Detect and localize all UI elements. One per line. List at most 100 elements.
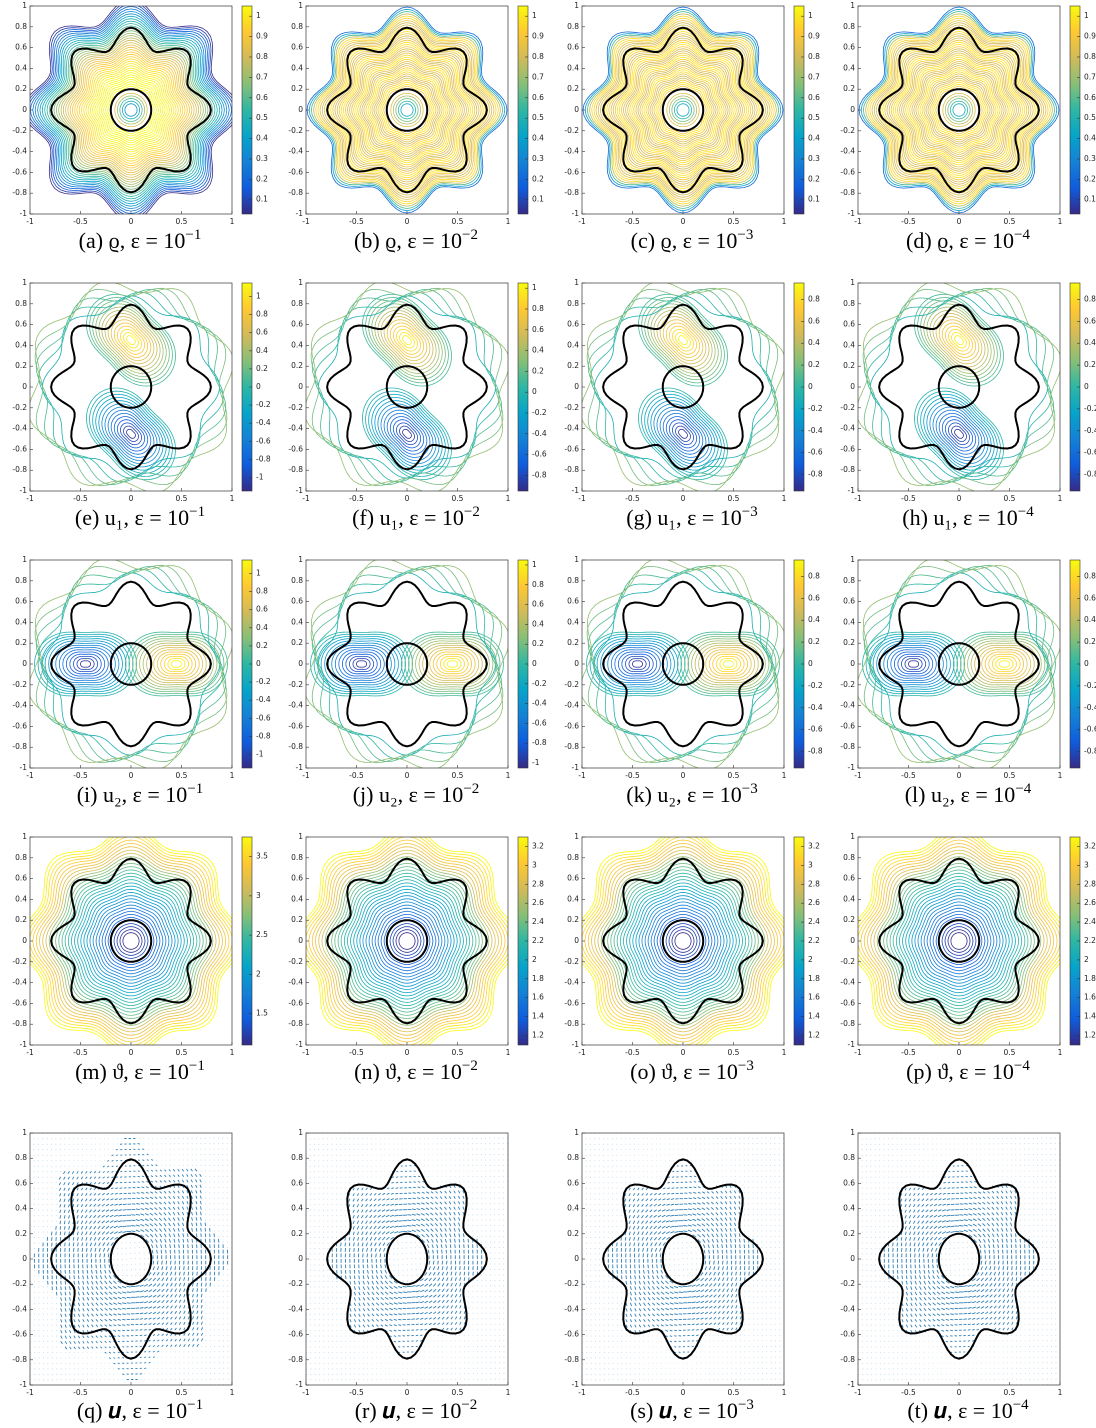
colorbar [1069,5,1081,215]
x-tick-label: -0.5 [73,1048,88,1057]
contour [669,95,697,125]
x-tick-label: 1 [230,1048,235,1057]
caption-exponent: −3 [738,1397,754,1413]
panel: -1 -0.5 0 0.5 1 -1 -0.8 -0.6 -0.4 -0.2 0 0.2 0.4 0.6 0… [840,278,1096,530]
x-tick-label: 0.5 [452,494,464,503]
x-tick-label: -1 [578,1388,586,1397]
contour [587,565,779,763]
contour [674,932,692,950]
contour [672,422,694,446]
caption: (e) u₁, ε = 10−1 [75,504,205,530]
caption-text: (h) u₁, ε = 10 [902,505,1017,530]
y-tick-label: 0.2 [843,361,855,370]
contour [101,309,161,371]
colorbar-tick-label: 3.2 [1084,841,1096,850]
contour [607,644,668,684]
colorbar-tick-label: 2.8 [1084,879,1096,888]
contour [39,846,223,1036]
y-tick-label: 0.2 [567,638,579,647]
contour [35,565,227,763]
colorbar-tick-label: 2 [532,955,537,964]
inner-boundary [661,642,705,686]
contour [355,56,459,164]
y-tick-label: 1 [22,1,27,10]
y-tick-label: 0.8 [15,576,27,585]
contour [698,644,759,684]
contour [41,572,221,756]
colorbar-tick-label: 1 [532,11,537,20]
contour [873,22,1045,198]
contour [925,75,993,145]
contour [32,8,230,212]
contour [338,39,476,181]
x-tick-label: 0 [957,494,962,503]
y-tick-label: -0.2 [288,680,303,689]
contour [30,6,232,214]
colorbar-tick-label: -0.2 [256,400,271,409]
contour [618,651,658,677]
colorbar-tick-label: 0.6 [1084,316,1096,325]
caption-exponent: −3 [742,504,758,520]
contour [110,319,152,361]
contour [392,325,422,355]
colorbar-tick-label: -0.8 [532,738,547,747]
contour [678,335,688,346]
contour [883,644,944,684]
colorbar-tick-label: 0.4 [256,346,268,355]
contour [62,39,200,181]
contour [119,98,143,122]
contour [678,428,688,439]
colorbar-tick-label: 0.9 [808,32,820,41]
contour [952,103,966,117]
colorbar-tick-label: 0.2 [1084,360,1096,369]
caption-exponent: −4 [1015,781,1031,797]
x-tick-label: 1 [1058,771,1063,780]
contour [917,67,1001,153]
contour [34,564,228,764]
y-tick-label: -1 [572,763,580,772]
y-tick-label: -1 [848,1040,856,1049]
contour [429,649,476,679]
caption-text: (t) 𝒖, ε = 10 [907,1398,1012,1423]
contour [362,294,452,387]
colorbar-tick-label: -0.2 [1084,404,1096,413]
y-tick-label: 0.8 [567,1153,579,1162]
caption-exponent: −3 [738,1058,754,1074]
axes-box [857,836,1061,1046]
y-tick-label: -1 [20,486,28,495]
colorbar-tick-label: -0.6 [1084,448,1096,457]
contour [80,660,91,668]
axes-box [29,282,233,492]
x-tick-label: -0.5 [901,217,916,226]
contour [995,658,1014,670]
contour [932,914,986,968]
contour [871,20,1047,200]
contour [954,428,964,439]
caption-text: (f) u₁, ε = 10 [352,505,464,530]
x-tick-label: -0.5 [349,1388,364,1397]
axes-box [581,836,785,1046]
y-tick-label: 1 [22,555,27,564]
colorbar-tick-label: 0.8 [532,52,544,61]
contour [389,923,425,959]
contour [610,647,665,681]
contour [914,895,1004,987]
caption-exponent: −3 [742,781,758,797]
contour [422,644,483,684]
contour [665,322,701,358]
contour [64,872,198,1010]
colorbar-tick-label: 0.2 [256,364,268,373]
contour [122,100,140,120]
boundary [878,857,1040,1025]
contour [314,291,500,483]
axes-box [29,5,233,215]
contour [51,859,211,1023]
y-tick-label: -0.6 [840,721,855,730]
contour [890,649,937,679]
contour [917,898,1001,984]
plot-area [30,560,232,768]
caption: (o) ϑ, ε = 10−3 [630,1058,754,1084]
contour [37,633,134,695]
colorbar-tick-label: -0.4 [1084,703,1096,712]
colorbar-tick-label: 3 [808,860,813,869]
